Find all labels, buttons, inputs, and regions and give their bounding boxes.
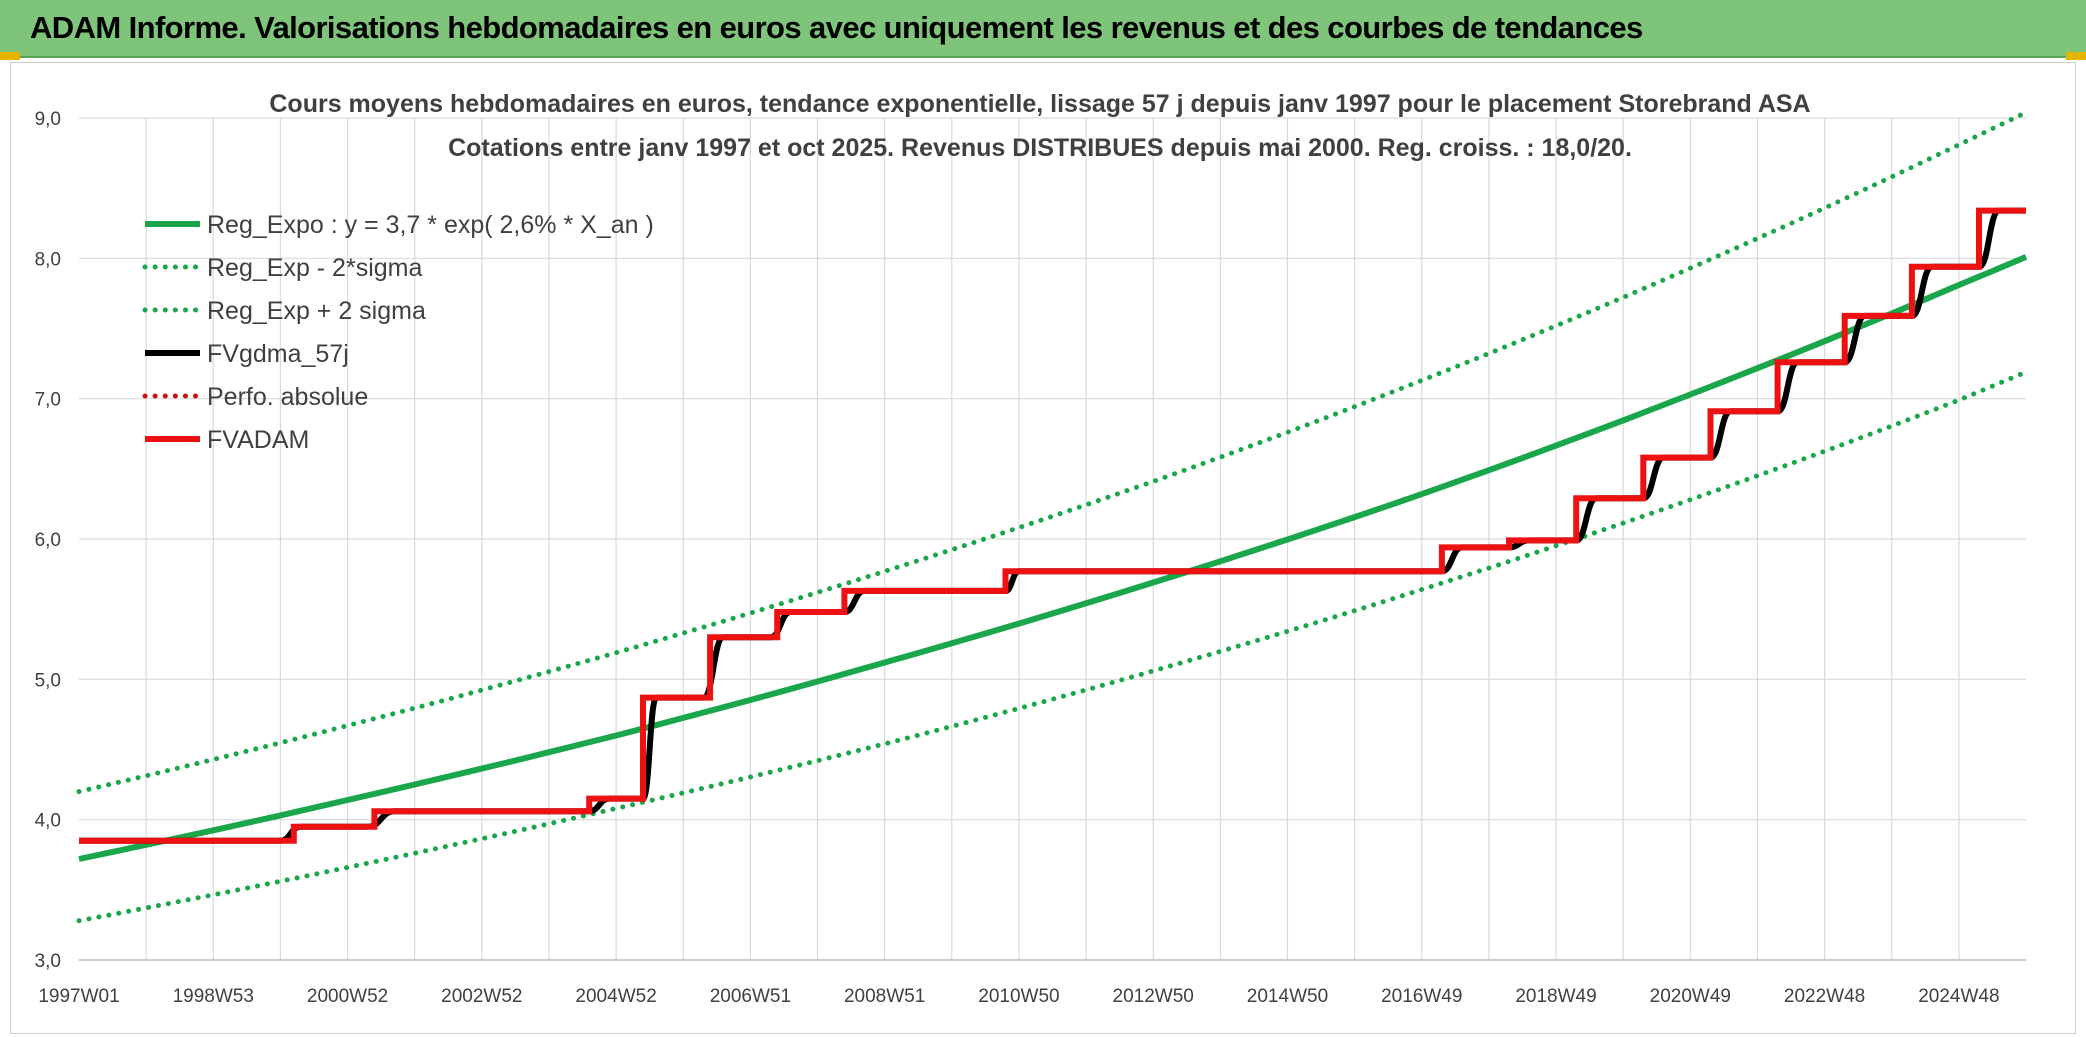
report-title: ADAM Informe. Valorisations hebdomadaire… <box>30 10 1643 45</box>
x-tick-label: 2008W51 <box>844 986 925 1007</box>
x-tick-label: 1998W53 <box>173 986 254 1007</box>
x-tick-label: 2016W49 <box>1381 986 1462 1007</box>
legend-label: Reg_Expo : y = 3,7 * exp( 2,6% * X_an ) <box>207 211 654 239</box>
chart-frame <box>10 62 2076 1034</box>
x-tick-label: 2018W49 <box>1515 986 1596 1007</box>
x-tick-label: 2012W50 <box>1113 986 1194 1007</box>
series-line <box>76 109 2029 795</box>
x-tick-label: 2002W52 <box>441 986 522 1007</box>
legend-label: Reg_Exp + 2 sigma <box>207 297 426 325</box>
x-tick-label: 2020W49 <box>1650 986 1731 1007</box>
legend-label: Reg_Exp - 2*sigma <box>207 254 422 282</box>
x-tick-label: 2022W48 <box>1784 986 1865 1007</box>
x-tick-label: 2000W52 <box>307 986 388 1007</box>
y-tick-label: 3,0 <box>35 951 61 972</box>
series-line <box>78 254 2028 862</box>
y-axis-tick-labels: 3,0 4,0 5,0 6,0 7,0 8,0 9,0 <box>35 109 61 972</box>
x-tick-label: 2014W50 <box>1247 986 1328 1007</box>
series-line <box>76 369 2029 924</box>
chart-title: Cours moyens hebdomadaires en euros, ten… <box>269 90 1810 118</box>
y-tick-label: 7,0 <box>35 390 61 411</box>
x-tick-label: 2004W52 <box>575 986 656 1007</box>
x-tick-label: 2024W48 <box>1918 986 1999 1007</box>
series-line <box>79 207 2026 844</box>
x-tick-label: 1997W01 <box>38 986 119 1007</box>
corner-mark-left <box>0 52 20 60</box>
y-tick-label: 5,0 <box>35 670 61 691</box>
x-tick-label: 2010W50 <box>978 986 1059 1007</box>
legend-label: Perfo. absolue <box>207 383 368 411</box>
x-axis-tick-labels: 1997W01 1998W53 2000W52 2002W52 2004W52 2006W… <box>38 986 1999 1007</box>
legend: Reg_Expo : y = 3,7 * exp( 2,6% * X_an ) R… <box>142 211 654 454</box>
gridlines <box>79 117 2026 961</box>
x-tick-label: 2006W51 <box>710 986 791 1007</box>
y-tick-label: 9,0 <box>35 109 61 130</box>
y-tick-label: 6,0 <box>35 530 61 551</box>
report-banner: ADAM Informe. Valorisations hebdomadaire… <box>0 0 2086 58</box>
series-lines <box>76 109 2029 924</box>
y-tick-label: 4,0 <box>35 811 61 832</box>
legend-label: FVADAM <box>207 426 309 454</box>
legend-label: FVgdma_57j <box>207 340 349 368</box>
corner-mark-right <box>2066 52 2086 60</box>
chart-subtitle: Cotations entre janv 1997 et oct 2025. R… <box>448 134 1632 162</box>
y-tick-label: 8,0 <box>35 249 61 270</box>
